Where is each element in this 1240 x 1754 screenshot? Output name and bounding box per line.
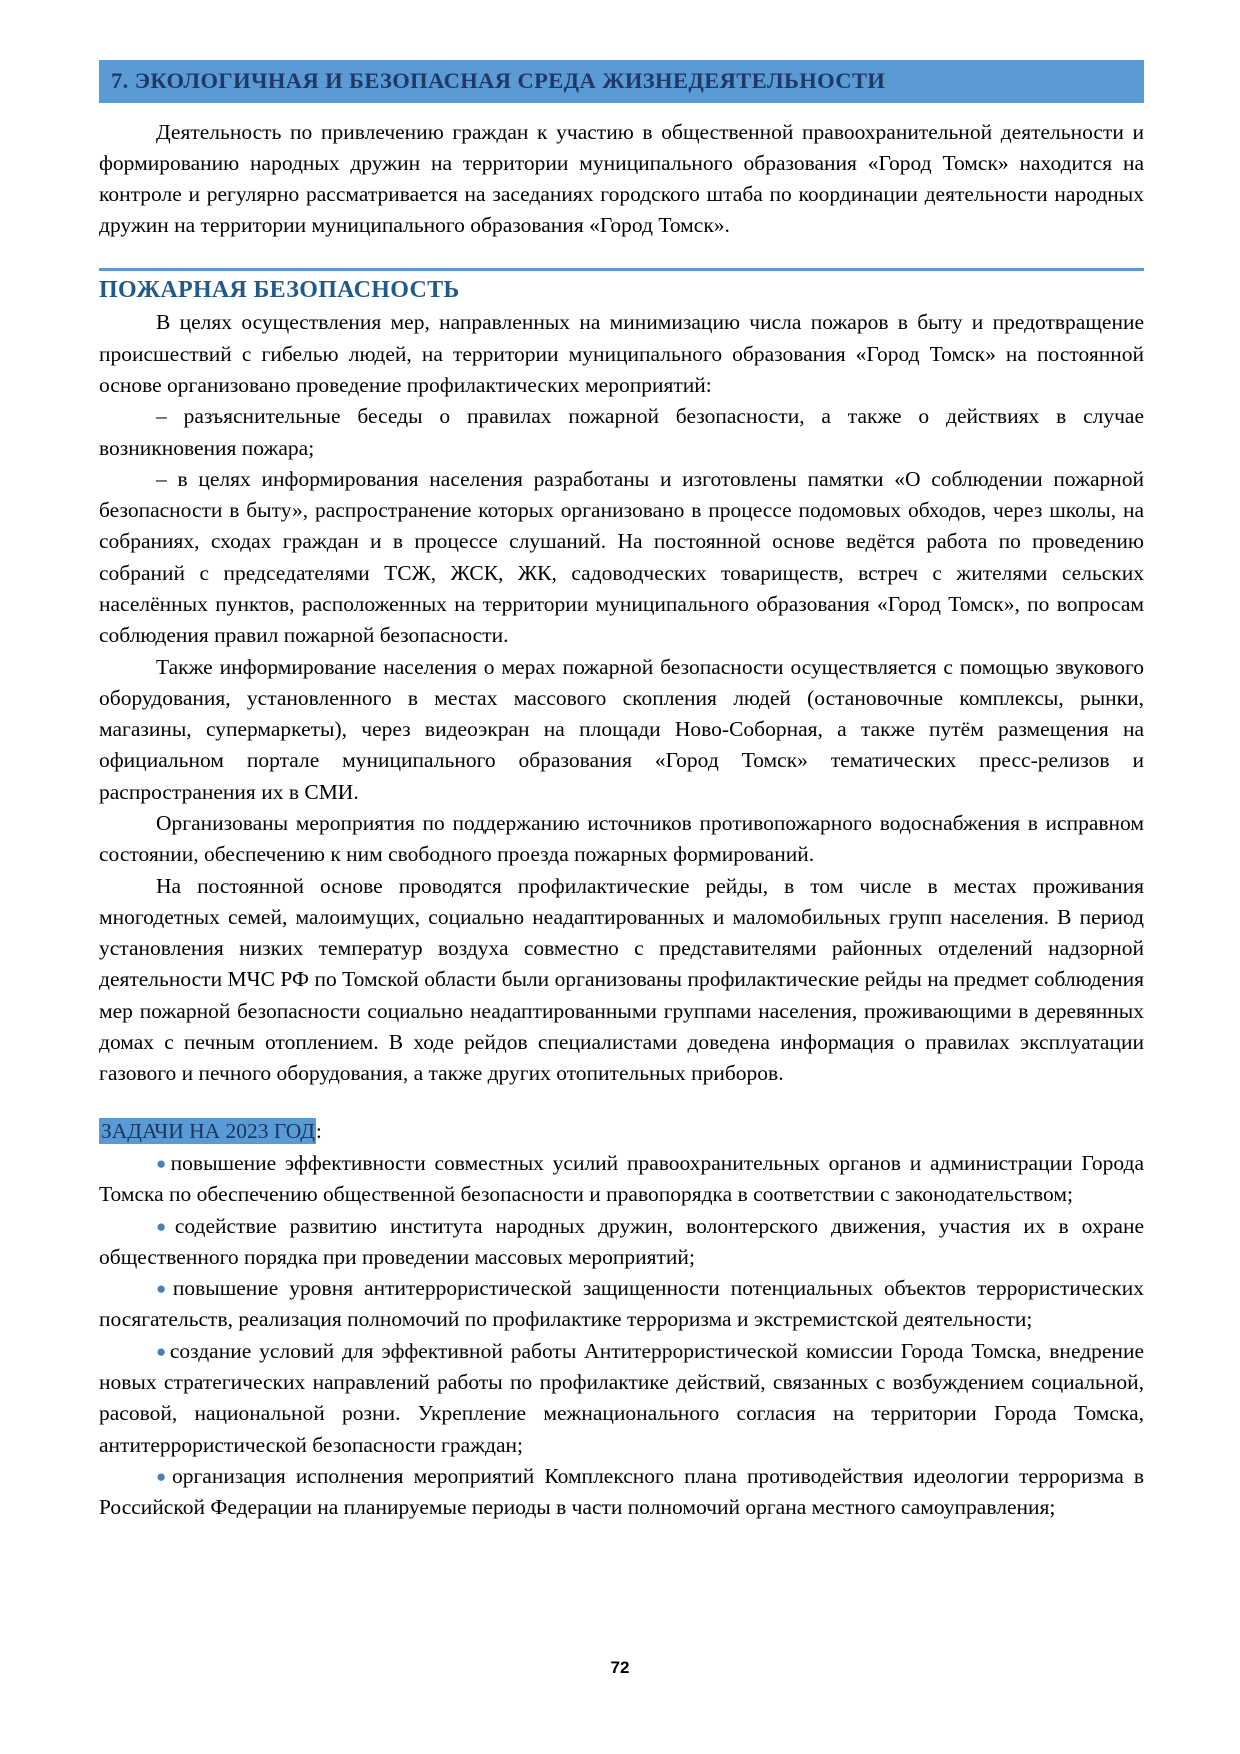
task-list-item: ●повышение эффективности совместных усил… (99, 1148, 1144, 1211)
task-list-item: ●создание условий для эффективной работы… (99, 1336, 1144, 1461)
task-list-item: ●повышение уровня антитеррористической з… (99, 1273, 1144, 1336)
tasks-heading-colon: : (315, 1118, 322, 1143)
task-item-text: организация исполнения мероприятий Компл… (99, 1463, 1144, 1520)
task-item-text: создание условий для эффективной работы … (99, 1338, 1144, 1457)
tasks-heading-highlighted: ЗАДАЧИ НА 2023 ГОД (99, 1117, 316, 1144)
bullet-icon: ● (156, 1154, 170, 1174)
fire-safety-heading-block: ПОЖАРНАЯ БЕЗОПАСНОСТЬ (99, 267, 1144, 308)
task-item-text: повышение уровня антитеррористической за… (99, 1276, 1144, 1332)
fire-safety-paragraph: Также информирование населения о мерах п… (99, 654, 1144, 804)
intro-paragraph: Деятельность по привлечению граждан к уч… (99, 119, 1144, 238)
task-item-text: содействие развитию института народных д… (99, 1213, 1144, 1269)
tasks-heading-block: ЗАДАЧИ НА 2023 ГОД: (99, 1116, 1144, 1147)
dash-item: – разъяснительные беседы о правилах пожа… (99, 404, 1144, 460)
fire-safety-intro-paragraph: В целях осуществления мер, направленных … (99, 310, 1144, 398)
dash-item: – в целях информирования населения разра… (99, 466, 1144, 648)
task-list-item: ●организация исполнения мероприятий Комп… (99, 1461, 1144, 1524)
page-number: 72 (610, 1658, 630, 1677)
section-banner-heading: 7. ЭКОЛОГИЧНАЯ И БЕЗОПАСНАЯ СРЕДА ЖИЗНЕД… (99, 60, 1144, 103)
bullet-icon: ● (156, 1466, 171, 1486)
page-content: 7. ЭКОЛОГИЧНАЯ И БЕЗОПАСНАЯ СРЕДА ЖИЗНЕД… (99, 60, 1144, 1523)
fire-safety-paragraph: На постоянной основе проводятся профилак… (99, 873, 1144, 1086)
task-list-item: ●содействие развитию института народных … (99, 1211, 1144, 1274)
heading-rule-divider (99, 267, 1144, 271)
bullet-icon: ● (156, 1216, 174, 1236)
task-item-text: повышение эффективности совместных усили… (99, 1151, 1144, 1207)
fire-safety-heading: ПОЖАРНАЯ БЕЗОПАСНОСТЬ (99, 276, 460, 303)
fire-safety-paragraph: Организованы мероприятия по поддержанию … (99, 810, 1144, 867)
bullet-icon: ● (156, 1341, 169, 1361)
bullet-icon: ● (156, 1279, 172, 1299)
